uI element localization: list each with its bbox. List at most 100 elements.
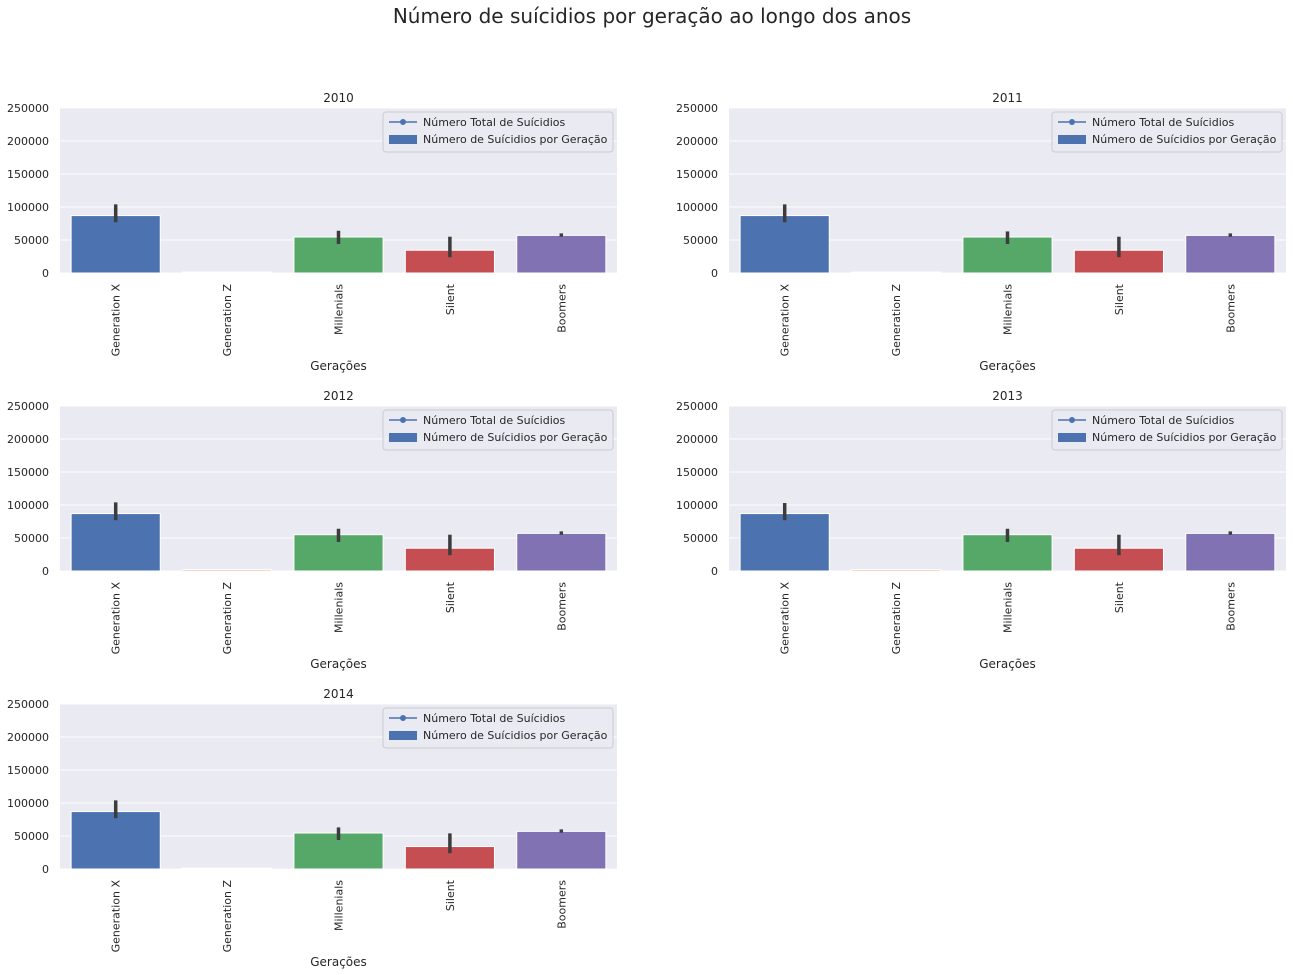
y-tick-label: 100000 — [676, 201, 718, 214]
x-tick-label: Boomers — [555, 284, 568, 333]
bar-boomers — [1185, 532, 1276, 572]
x-axis-label: Gerações — [310, 359, 367, 373]
x-tick-label: Millenials — [1002, 284, 1015, 335]
y-tick-label: 50000 — [683, 532, 718, 545]
x-tick-label: Generation Z — [221, 880, 234, 953]
y-tick-label: 250000 — [676, 400, 718, 413]
subplot-title: 2013 — [992, 389, 1023, 403]
y-tick-label: 150000 — [7, 466, 49, 479]
legend-label: Número Total de Suícidios — [423, 116, 566, 129]
bar-generation-z — [182, 271, 273, 274]
subplot-2011: 0 50000 100000 150000 200000 250000 Generation… — [676, 91, 1286, 373]
bar-generation-z — [182, 569, 273, 572]
legend-marker-icon — [1069, 119, 1075, 125]
y-tick-label: 0 — [42, 267, 49, 280]
legend-box — [1051, 409, 1283, 451]
bar-boomers — [516, 830, 607, 870]
x-tick-label: Generation X — [779, 284, 792, 357]
x-axis-label: Gerações — [979, 359, 1036, 373]
bar-boomers — [516, 234, 607, 274]
x-axis-label: Gerações — [310, 657, 367, 671]
subplot-2014: 0 50000 100000 150000 200000 250000 Generation… — [7, 687, 617, 969]
legend-label: Número de Suícidios por Geração — [1092, 431, 1277, 444]
y-tick-label: 0 — [42, 565, 49, 578]
bar-generation-x — [70, 811, 161, 870]
bar-generation-x — [70, 513, 161, 572]
y-tick-label: 200000 — [7, 731, 49, 744]
legend: Número Total de Suícidios Número de Suíci… — [382, 409, 614, 451]
subplot-title: 2010 — [323, 91, 354, 105]
legend-bar-icon — [389, 135, 417, 144]
bar-boomers — [516, 532, 607, 572]
x-tick-label: Boomers — [1224, 284, 1237, 333]
x-tick-label: Millenials — [333, 880, 346, 931]
y-tick-label: 200000 — [676, 433, 718, 446]
y-tick-label: 100000 — [7, 201, 49, 214]
x-axis-label: Gerações — [979, 657, 1036, 671]
x-tick-label: Generation X — [110, 284, 123, 357]
x-tick-label: Silent — [1113, 581, 1126, 613]
subplot-2013: 0 50000 100000 150000 200000 250000 Generation… — [676, 389, 1286, 671]
y-tick-label: 250000 — [676, 102, 718, 115]
x-tick-label: Silent — [444, 581, 457, 613]
legend-marker-icon — [1069, 417, 1075, 423]
x-tick-label: Millenials — [333, 284, 346, 335]
legend-label: Número Total de Suícidios — [1092, 116, 1235, 129]
bar-generation-x — [70, 215, 161, 274]
y-tick-label: 100000 — [7, 797, 49, 810]
x-tick-label: Generation X — [110, 880, 123, 953]
legend-label: Número de Suícidios por Geração — [423, 729, 608, 742]
legend-marker-icon — [400, 417, 406, 423]
y-tick-label: 150000 — [7, 764, 49, 777]
y-tick-label: 0 — [42, 863, 49, 876]
legend-bar-icon — [389, 731, 417, 740]
y-tick-label: 100000 — [7, 499, 49, 512]
bar-generation-x — [739, 513, 830, 572]
y-tick-label: 50000 — [14, 532, 49, 545]
legend: Número Total de Suícidios Número de Suíci… — [1051, 111, 1283, 153]
x-tick-label: Boomers — [1224, 582, 1237, 631]
subplot-title: 2011 — [992, 91, 1023, 105]
subplot-title: 2012 — [323, 389, 354, 403]
y-tick-label: 250000 — [7, 102, 49, 115]
legend-bar-icon — [1058, 433, 1086, 442]
y-tick-label: 150000 — [676, 168, 718, 181]
legend-label: Número Total de Suícidios — [423, 712, 566, 725]
y-tick-label: 150000 — [676, 466, 718, 479]
x-tick-label: Millenials — [1002, 582, 1015, 633]
bar-generation-x — [739, 215, 830, 274]
legend-label: Número de Suícidios por Geração — [423, 431, 608, 444]
y-tick-label: 50000 — [683, 234, 718, 247]
legend-box — [382, 707, 614, 749]
y-tick-label: 200000 — [676, 135, 718, 148]
x-tick-label: Boomers — [555, 582, 568, 631]
suptitle: Número de suícidios por geração ao longo… — [393, 4, 911, 28]
x-tick-label: Generation Z — [221, 582, 234, 655]
subplot-title: 2014 — [323, 687, 354, 701]
x-tick-label: Generation Z — [890, 284, 903, 357]
y-tick-label: 200000 — [7, 135, 49, 148]
x-tick-label: Silent — [1113, 283, 1126, 315]
x-tick-label: Generation Z — [890, 582, 903, 655]
y-tick-label: 150000 — [7, 168, 49, 181]
legend: Número Total de Suícidios Número de Suíci… — [382, 707, 614, 749]
legend-label: Número Total de Suícidios — [423, 414, 566, 427]
subplot-2012: 0 50000 100000 150000 200000 250000 Generation… — [7, 389, 617, 671]
y-tick-label: 100000 — [676, 499, 718, 512]
y-tick-label: 0 — [711, 267, 718, 280]
bar-generation-z — [182, 867, 273, 870]
legend-bar-icon — [389, 433, 417, 442]
x-tick-label: Generation X — [110, 582, 123, 655]
y-tick-label: 250000 — [7, 698, 49, 711]
y-tick-label: 50000 — [14, 830, 49, 843]
y-tick-label: 200000 — [7, 433, 49, 446]
legend-bar-icon — [1058, 135, 1086, 144]
x-tick-label: Boomers — [555, 880, 568, 929]
legend: Número Total de Suícidios Número de Suíci… — [382, 111, 614, 153]
legend-label: Número de Suícidios por Geração — [1092, 133, 1277, 146]
legend-label: Número Total de Suícidios — [1092, 414, 1235, 427]
y-tick-label: 50000 — [14, 234, 49, 247]
y-tick-label: 250000 — [7, 400, 49, 413]
legend-marker-icon — [400, 119, 406, 125]
